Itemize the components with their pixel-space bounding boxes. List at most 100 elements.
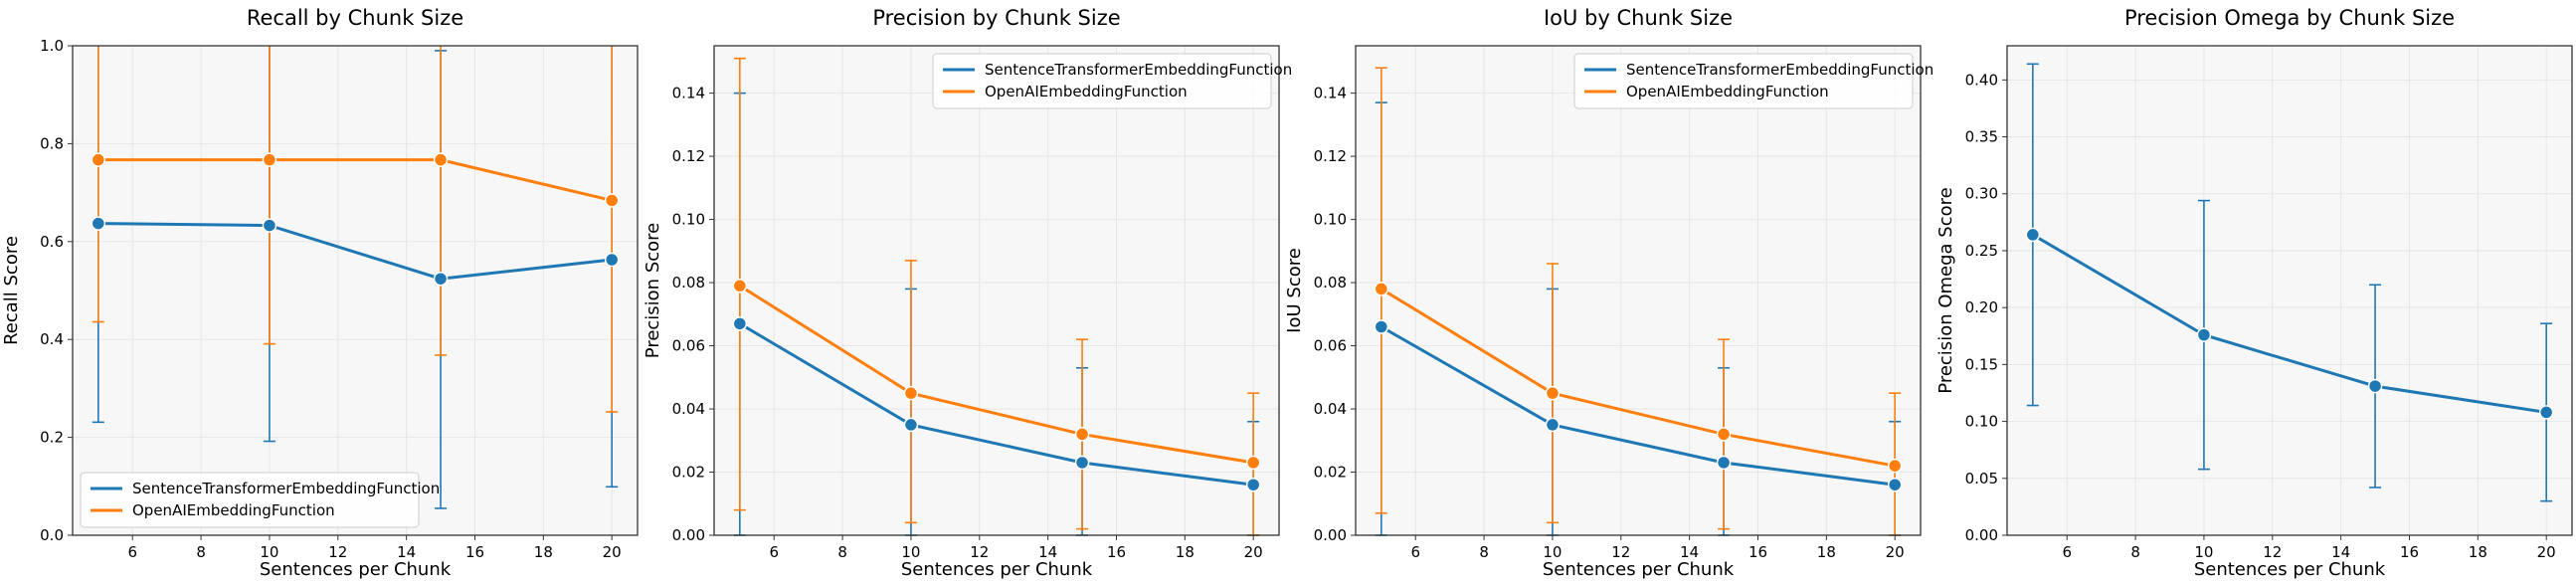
y-tick-label: 0.15 — [1965, 355, 1998, 373]
data-point — [903, 385, 919, 401]
x-tick-label: 6 — [769, 543, 779, 561]
data-point — [2538, 405, 2554, 420]
legend-box — [80, 472, 420, 528]
plot-background — [73, 46, 638, 535]
x-tick-label: 16 — [1107, 543, 1126, 561]
y-axis-label: IoU Score — [1284, 248, 1305, 333]
plot-background — [2007, 46, 2572, 535]
data-point — [1887, 477, 1903, 492]
y-tick-label: 0.12 — [1314, 147, 1347, 165]
y-axis-label: Recall Score — [1, 236, 22, 345]
y-tick-label: 0.08 — [672, 274, 705, 292]
data-point — [1074, 455, 1090, 471]
y-tick-label: 0.0 — [40, 526, 64, 544]
data-point — [604, 252, 620, 268]
data-point — [1374, 319, 1389, 334]
y-tick-label: 0.06 — [672, 337, 705, 355]
legend-box — [932, 53, 1272, 109]
data-point — [1545, 417, 1561, 433]
series-line — [1380, 288, 1896, 468]
legend-label: SentenceTransformerEmbeddingFunction — [985, 61, 1292, 79]
x-tick-label: 10 — [2194, 543, 2213, 561]
data-point — [1887, 458, 1903, 474]
x-tick-label: 12 — [970, 543, 989, 561]
y-tick-label: 0.12 — [672, 147, 705, 165]
x-tick-label: 18 — [534, 543, 553, 561]
x-tick-label: 18 — [2469, 543, 2487, 561]
y-tick-label: 0.6 — [40, 233, 64, 251]
data-point — [2367, 378, 2383, 394]
x-tick-label: 20 — [1244, 543, 1263, 561]
series-line — [1380, 325, 1896, 487]
plot-background — [714, 46, 1279, 535]
legend: SentenceTransformerEmbeddingFunction Open… — [932, 53, 1292, 109]
legend-label: OpenAIEmbeddingFunction — [1626, 83, 1829, 100]
x-tick-label: 16 — [2400, 543, 2419, 561]
series-line — [97, 222, 613, 281]
plot-frame — [713, 45, 1280, 536]
series-line — [739, 284, 1254, 465]
x-tick-label: 14 — [2331, 543, 2350, 561]
y-tick-label: 0.30 — [1965, 185, 1998, 203]
y-tick-label: 0.10 — [1965, 413, 1998, 431]
data-point — [91, 152, 106, 167]
chart-title: Precision by Chunk Size — [872, 6, 1120, 30]
x-tick-label: 6 — [2062, 543, 2072, 561]
x-tick-label: 18 — [1176, 543, 1195, 561]
x-tick-label: 12 — [1611, 543, 1630, 561]
x-tick-label: 20 — [1886, 543, 1905, 561]
x-tick-label: 10 — [901, 543, 920, 561]
legend-label: OpenAIEmbeddingFunction — [132, 501, 335, 519]
data-point — [262, 152, 277, 167]
x-tick-label: 20 — [2537, 543, 2556, 561]
data-point — [2196, 327, 2212, 342]
data-point — [91, 216, 106, 231]
chart-title: Precision Omega by Chunk Size — [2124, 6, 2455, 30]
data-point — [433, 271, 449, 287]
series-line — [739, 322, 1254, 487]
y-tick-label: 0.20 — [1965, 298, 1998, 316]
y-tick-label: 1.0 — [40, 37, 64, 55]
x-tick-label: 6 — [1410, 543, 1420, 561]
chart-panel: 6 8 10 12 14 16 18 20 0.00 0.02 0.04 0.06 0.08 0.10 0.… — [1284, 6, 1933, 580]
x-tick-label: 16 — [1748, 543, 1767, 561]
data-point — [1074, 427, 1090, 442]
x-tick-label: 14 — [1680, 543, 1699, 561]
y-tick-label: 0.4 — [40, 330, 64, 348]
x-tick-label: 6 — [127, 543, 137, 561]
data-point — [1716, 455, 1732, 471]
legend-label: SentenceTransformerEmbeddingFunction — [132, 480, 440, 497]
data-point — [1245, 455, 1261, 471]
y-tick-label: 0.25 — [1965, 242, 1998, 260]
x-tick-label: 8 — [196, 543, 206, 561]
legend-label: OpenAIEmbeddingFunction — [985, 83, 1188, 100]
y-tick-label: 0.10 — [1314, 211, 1347, 229]
x-tick-label: 12 — [328, 543, 347, 561]
y-tick-label: 0.08 — [1314, 274, 1347, 292]
data-point — [1374, 282, 1389, 296]
x-axis-label: Sentences per Chunk — [2194, 559, 2386, 580]
x-axis-label: Sentences per Chunk — [901, 559, 1093, 580]
data-point — [732, 316, 748, 331]
y-tick-label: 0.10 — [672, 211, 705, 229]
y-tick-label: 0.00 — [1965, 526, 1998, 544]
data-point — [903, 417, 919, 433]
x-tick-label: 14 — [1038, 543, 1057, 561]
data-point — [2025, 227, 2041, 243]
plot-background — [1356, 46, 1921, 535]
plot-frame — [72, 45, 639, 536]
y-axis-label: Precision Omega Score — [1935, 187, 1956, 393]
x-tick-label: 8 — [1479, 543, 1489, 561]
x-tick-label: 8 — [2130, 543, 2140, 561]
plot-frame — [1355, 45, 1922, 536]
y-tick-label: 0.02 — [1314, 464, 1347, 482]
legend-label: SentenceTransformerEmbeddingFunction — [1626, 61, 1933, 79]
chart-panel: 6 8 10 12 14 16 18 20 0.00 0.02 0.04 0.06 0.08 0.10 0.… — [643, 6, 1292, 580]
y-tick-label: 0.35 — [1965, 128, 1998, 146]
x-tick-label: 14 — [397, 543, 416, 561]
x-tick-label: 10 — [1543, 543, 1562, 561]
chart-panel: 6 8 10 12 14 16 18 20 0.00 0.05 0.10 0.15 0.20 0.25 0.… — [1935, 6, 2573, 580]
y-tick-label: 0.04 — [1314, 400, 1347, 418]
x-tick-label: 12 — [2263, 543, 2282, 561]
